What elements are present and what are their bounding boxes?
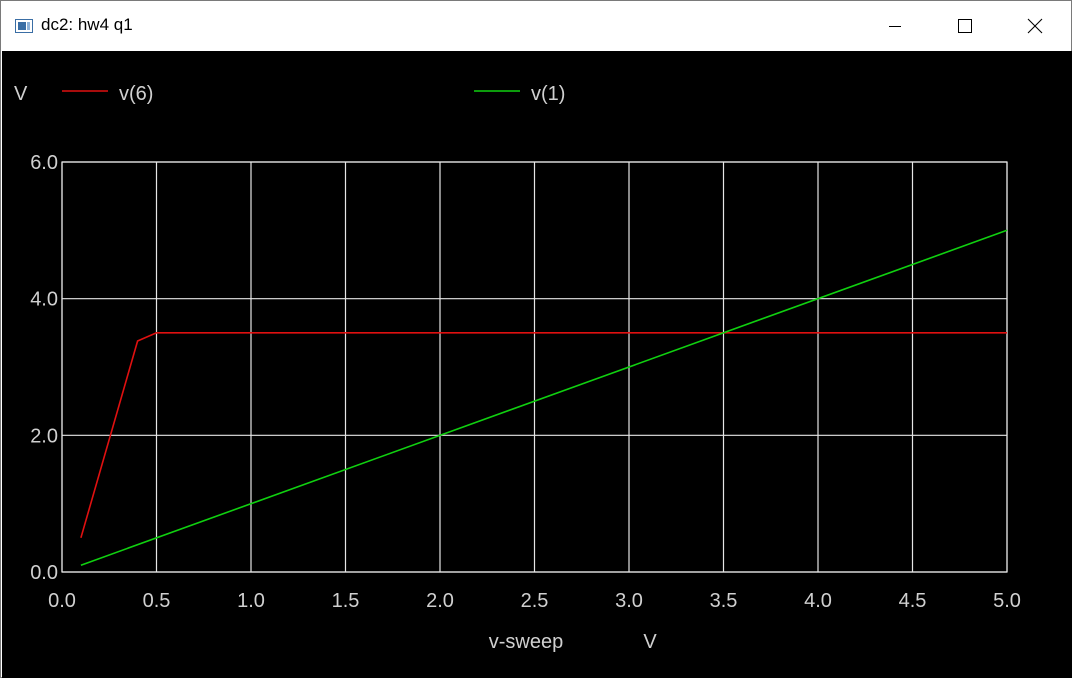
x-tick-label: 3.0 [615,590,643,612]
x-tick-label: 4.0 [804,590,832,612]
x-tick-label: 3.5 [710,590,738,612]
plot-svg: 0.0 0.5 1.0 1.5 2.0 2.5 3.0 3.5 4.0 4.5 5.0 0.0 2.0 4… [14,83,1021,653]
y-tick-label: 4.0 [30,289,58,311]
x-tick-label: 2.0 [426,590,454,612]
y-tick-label: 2.0 [30,425,58,447]
legend-v1-label: v(1) [531,83,565,105]
x-axis-unit: V [643,631,657,653]
legend-v6-label: v(6) [119,83,153,105]
x-tick-label: 1.5 [332,590,360,612]
minimize-button[interactable] [863,1,927,51]
x-tick-label: 1.0 [237,590,265,612]
series-line-v6 [80,331,1007,539]
x-axis-label: v-sweep [489,631,563,653]
close-button[interactable] [1003,1,1067,51]
maximize-icon [958,19,972,33]
minimize-icon [889,26,901,27]
x-tick-label: 0.5 [143,590,171,612]
plot-window-icon[interactable] [15,19,33,33]
y-axis-label: V [14,83,28,105]
series-layer [80,229,1008,566]
y-tick-label: 6.0 [30,152,58,174]
x-tick-label: 4.5 [899,590,927,612]
x-tick-label: 5.0 [993,590,1021,612]
close-icon [1027,18,1043,34]
x-tick-label: 2.5 [521,590,549,612]
maximize-button[interactable] [933,1,997,51]
title-bar[interactable]: dc2: hw4 q1 [1,1,1071,51]
plot-frame [61,161,1008,573]
grid [61,161,1008,573]
plot-area[interactable]: 0.0 0.5 1.0 1.5 2.0 2.5 3.0 3.5 4.0 4.5 5.0 0.0 2.0 4… [2,51,1072,678]
y-tick-label: 0.0 [30,562,58,584]
window-title: dc2: hw4 q1 [41,15,133,34]
x-tick-label: 0.0 [48,590,76,612]
series-line-v1 [80,229,1008,566]
tick-labels: 0.0 0.5 1.0 1.5 2.0 2.5 3.0 3.5 4.0 4.5 5.0 0.0 2.0 4… [30,152,1021,612]
